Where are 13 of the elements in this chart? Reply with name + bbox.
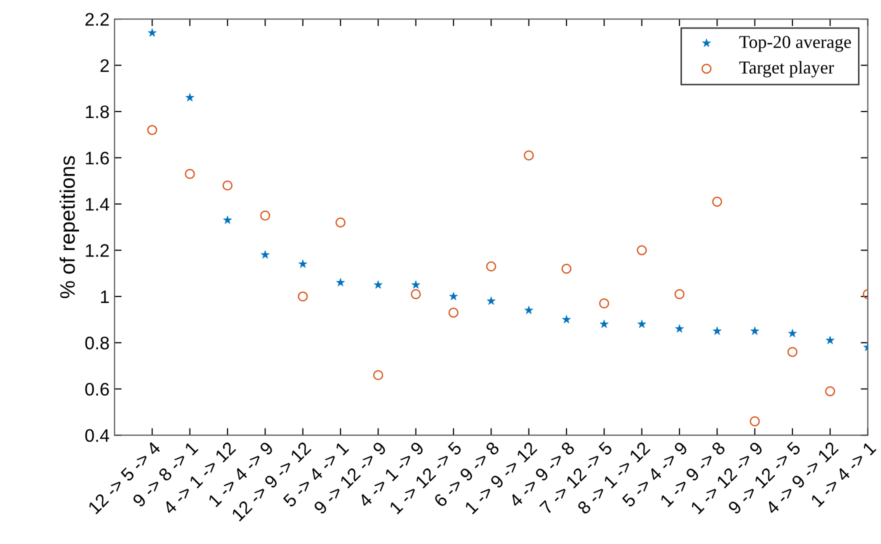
y-tick-label: 0.8 [85,336,109,350]
y-tick-label: 0.4 [85,429,110,442]
legend-label: Top-20 average [739,36,851,52]
y-tick-label: 1.4 [86,198,110,211]
legend-label: Target player [739,60,834,78]
y-tick-label: 0.6 [85,382,109,396]
y-tick-label: 2.2 [85,12,109,26]
y-tick-label: 1.2 [86,244,109,257]
y-tick-label: 1.8 [86,105,109,118]
y-tick-label: 2 [100,59,109,72]
y-tick-label: 1 [101,290,109,304]
y-axis-title: % of repetitions [60,156,80,298]
y-tick-label: 1.6 [86,152,109,164]
